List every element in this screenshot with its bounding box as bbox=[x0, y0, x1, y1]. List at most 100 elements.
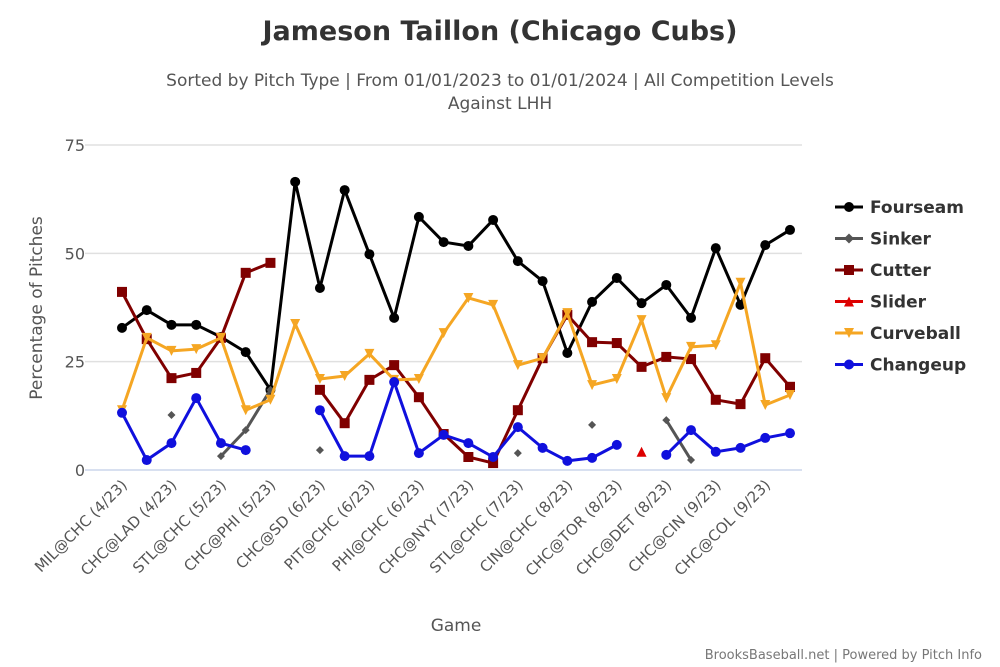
data-point bbox=[315, 446, 324, 455]
data-point bbox=[389, 312, 400, 323]
chart-subtitle-line-2: Against LHH bbox=[448, 94, 552, 114]
data-point bbox=[562, 455, 573, 466]
data-point bbox=[141, 305, 152, 316]
data-point bbox=[686, 312, 697, 323]
data-point bbox=[339, 185, 350, 196]
data-point bbox=[760, 353, 771, 364]
data-point bbox=[512, 360, 523, 371]
y-axis-label: Percentage of Pitches bbox=[27, 216, 47, 400]
data-point bbox=[191, 319, 202, 330]
data-point bbox=[611, 273, 622, 284]
x-tick-label: PIT@CHC (6/23) bbox=[281, 476, 379, 574]
data-point bbox=[265, 257, 276, 268]
data-point bbox=[611, 374, 622, 384]
data-point bbox=[661, 351, 672, 362]
data-point bbox=[785, 390, 795, 401]
data-point bbox=[710, 446, 721, 457]
data-point bbox=[844, 359, 854, 370]
series-line bbox=[665, 419, 693, 461]
data-point bbox=[265, 394, 276, 405]
data-point bbox=[611, 439, 622, 450]
x-tick-label: CIN@CHC (8/23) bbox=[476, 476, 576, 576]
data-point bbox=[735, 442, 746, 453]
data-point bbox=[587, 452, 598, 463]
data-point bbox=[389, 360, 400, 371]
data-point bbox=[364, 451, 375, 462]
data-point bbox=[240, 347, 251, 358]
series-line bbox=[120, 281, 791, 412]
data-point bbox=[710, 340, 721, 351]
data-point bbox=[785, 428, 795, 439]
data-point bbox=[488, 452, 499, 462]
data-point bbox=[488, 299, 499, 310]
data-point bbox=[587, 380, 598, 391]
series-line bbox=[318, 380, 618, 463]
chart-title: Jameson Taillon (Chicago Cubs) bbox=[261, 16, 738, 47]
data-point bbox=[215, 332, 226, 343]
data-point bbox=[463, 240, 474, 251]
data-point bbox=[167, 410, 176, 419]
data-point bbox=[636, 315, 647, 326]
data-point bbox=[314, 283, 325, 293]
data-point bbox=[438, 237, 449, 248]
legend-label: Slider bbox=[870, 293, 927, 313]
x-tick-label: MIL@CHC (4/23) bbox=[31, 476, 131, 576]
data-point bbox=[735, 399, 746, 410]
data-point bbox=[117, 322, 127, 333]
data-point bbox=[364, 249, 375, 260]
data-point bbox=[240, 445, 251, 456]
data-point bbox=[588, 420, 597, 429]
data-point bbox=[339, 418, 350, 429]
data-point bbox=[141, 332, 152, 343]
x-tick-label: CHC@SD (6/23) bbox=[232, 476, 328, 572]
data-point bbox=[512, 256, 523, 267]
legend-item-slider: Slider bbox=[835, 293, 927, 313]
legend-item-fourseam: Fourseam bbox=[835, 198, 964, 218]
data-point bbox=[513, 449, 522, 458]
data-point bbox=[844, 296, 854, 307]
data-point bbox=[537, 276, 548, 287]
data-point bbox=[191, 367, 202, 378]
data-point bbox=[844, 328, 854, 338]
data-point bbox=[687, 456, 696, 465]
series-curveball bbox=[117, 277, 795, 416]
data-point bbox=[488, 458, 499, 469]
data-point bbox=[662, 416, 671, 425]
data-point bbox=[166, 319, 177, 330]
data-point bbox=[512, 422, 523, 433]
data-point bbox=[562, 348, 573, 358]
series-changeup bbox=[117, 377, 795, 466]
x-tick-label: STL@CHC (7/23) bbox=[426, 476, 527, 577]
data-point bbox=[844, 202, 854, 212]
data-point bbox=[314, 384, 325, 395]
series-line bbox=[121, 180, 791, 392]
legend-item-curveball: Curveball bbox=[835, 324, 961, 344]
data-point bbox=[191, 344, 202, 355]
data-point bbox=[636, 361, 647, 372]
data-point bbox=[463, 292, 474, 303]
data-point bbox=[686, 341, 697, 352]
data-point bbox=[735, 277, 746, 288]
data-point bbox=[413, 374, 424, 384]
data-point bbox=[389, 377, 400, 388]
x-tick-label: CHC@COL (9/23) bbox=[671, 476, 774, 579]
data-point bbox=[438, 328, 449, 339]
data-point bbox=[785, 381, 795, 392]
data-point bbox=[562, 308, 573, 319]
data-point bbox=[587, 337, 598, 348]
data-point bbox=[364, 374, 375, 385]
data-point bbox=[290, 176, 301, 187]
data-point bbox=[636, 298, 647, 309]
data-point bbox=[166, 438, 177, 449]
x-tick-label: STL@CHC (5/23) bbox=[129, 476, 230, 577]
x-axis-label: Game bbox=[431, 616, 482, 636]
data-point bbox=[587, 296, 598, 307]
legend-label: Changeup bbox=[870, 356, 966, 376]
series-slider bbox=[636, 446, 647, 457]
data-point bbox=[760, 400, 771, 410]
data-point bbox=[413, 448, 424, 459]
data-point bbox=[413, 211, 424, 222]
data-point bbox=[314, 405, 325, 416]
data-point bbox=[785, 224, 795, 235]
